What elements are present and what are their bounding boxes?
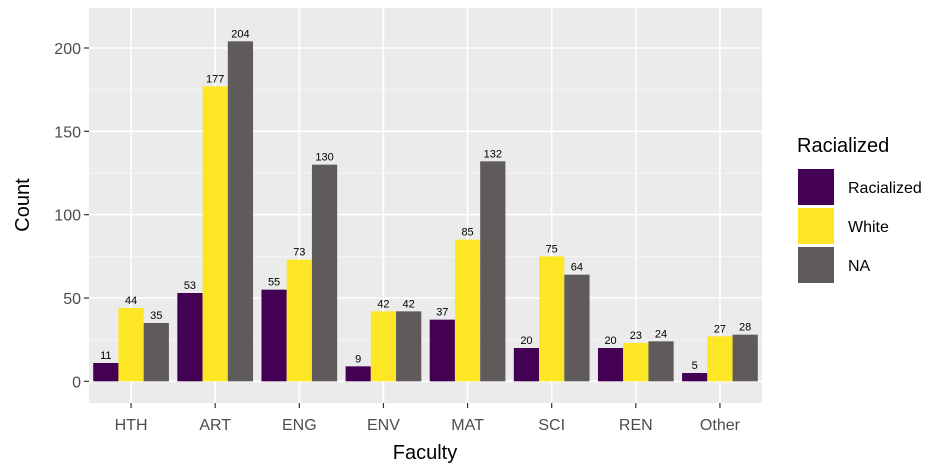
x-tick-label: REN — [619, 417, 653, 434]
bar — [311, 164, 338, 382]
bar — [177, 293, 203, 382]
bar — [539, 256, 565, 382]
data-label: 132 — [484, 148, 502, 160]
data-label: 20 — [604, 335, 616, 347]
bar — [682, 373, 708, 382]
x-axis: HTH ART ENG ENV MAT SCI REN Other — [115, 403, 741, 434]
y-axis: 0 50 100 150 200 — [54, 41, 89, 391]
x-tick-label: ENV — [367, 417, 400, 434]
x-axis-title: Faculty — [393, 442, 457, 464]
bar — [707, 336, 733, 382]
data-label: 44 — [125, 295, 137, 307]
data-label: 24 — [655, 328, 667, 340]
bar — [227, 41, 254, 382]
x-tick-label: Other — [700, 417, 741, 434]
legend-label: Racialized — [848, 180, 922, 197]
bar — [454, 239, 481, 382]
legend-swatch — [798, 247, 834, 283]
data-label: 177 — [206, 73, 224, 85]
data-label: 28 — [739, 322, 751, 334]
x-tick-label: HTH — [115, 417, 148, 434]
legend-title: Racialized — [797, 135, 889, 157]
data-label: 9 — [355, 353, 361, 365]
bar — [370, 311, 397, 382]
data-label: 27 — [714, 323, 726, 335]
bar — [513, 348, 540, 382]
x-tick-label: SCI — [538, 417, 565, 434]
data-label: 5 — [692, 360, 698, 372]
data-label: 42 — [403, 298, 415, 310]
data-label: 64 — [571, 262, 583, 274]
bars — [93, 41, 758, 382]
data-label: 204 — [231, 28, 249, 40]
y-tick-label: 200 — [54, 41, 81, 58]
bar — [345, 366, 371, 382]
y-tick-label: 100 — [54, 208, 81, 225]
bar — [286, 259, 312, 382]
legend-swatch — [798, 208, 834, 244]
data-label: 85 — [461, 227, 473, 239]
bar — [143, 323, 169, 382]
bar — [93, 363, 119, 382]
data-label: 37 — [436, 307, 448, 319]
y-tick-label: 50 — [63, 291, 81, 308]
bar — [623, 343, 649, 382]
bar — [732, 334, 758, 382]
data-label: 20 — [520, 335, 532, 347]
x-tick-label: ENG — [282, 417, 317, 434]
y-tick-label: 150 — [54, 124, 81, 141]
data-label: 75 — [546, 243, 558, 255]
bar — [597, 348, 624, 382]
legend-label: NA — [848, 258, 871, 275]
data-labels: 11 53 55 9 37 20 20 5 44 177 73 42 85 75 23 27 35 204 130 4… — [100, 28, 751, 372]
y-axis-title: Count — [12, 178, 34, 232]
data-label: 55 — [268, 277, 280, 289]
bar — [118, 308, 144, 382]
data-label: 53 — [184, 280, 196, 292]
bar — [261, 289, 287, 382]
bar — [396, 311, 422, 382]
bar — [480, 161, 506, 382]
x-tick-label: MAT — [451, 417, 484, 434]
data-label: 42 — [377, 298, 389, 310]
data-label: 11 — [100, 350, 111, 362]
bar — [202, 86, 228, 382]
data-label: 73 — [293, 247, 305, 259]
bar — [648, 341, 674, 382]
legend-label: White — [848, 219, 889, 236]
bar — [429, 319, 455, 382]
legend-swatch — [798, 169, 834, 205]
x-tick-label: ART — [199, 417, 231, 434]
data-label: 35 — [150, 310, 162, 322]
legend: Racialized Racialized White NA — [797, 135, 922, 283]
data-label: 23 — [630, 330, 642, 342]
y-tick-label: 0 — [72, 374, 81, 391]
data-label: 130 — [315, 152, 333, 164]
bar — [564, 274, 590, 382]
